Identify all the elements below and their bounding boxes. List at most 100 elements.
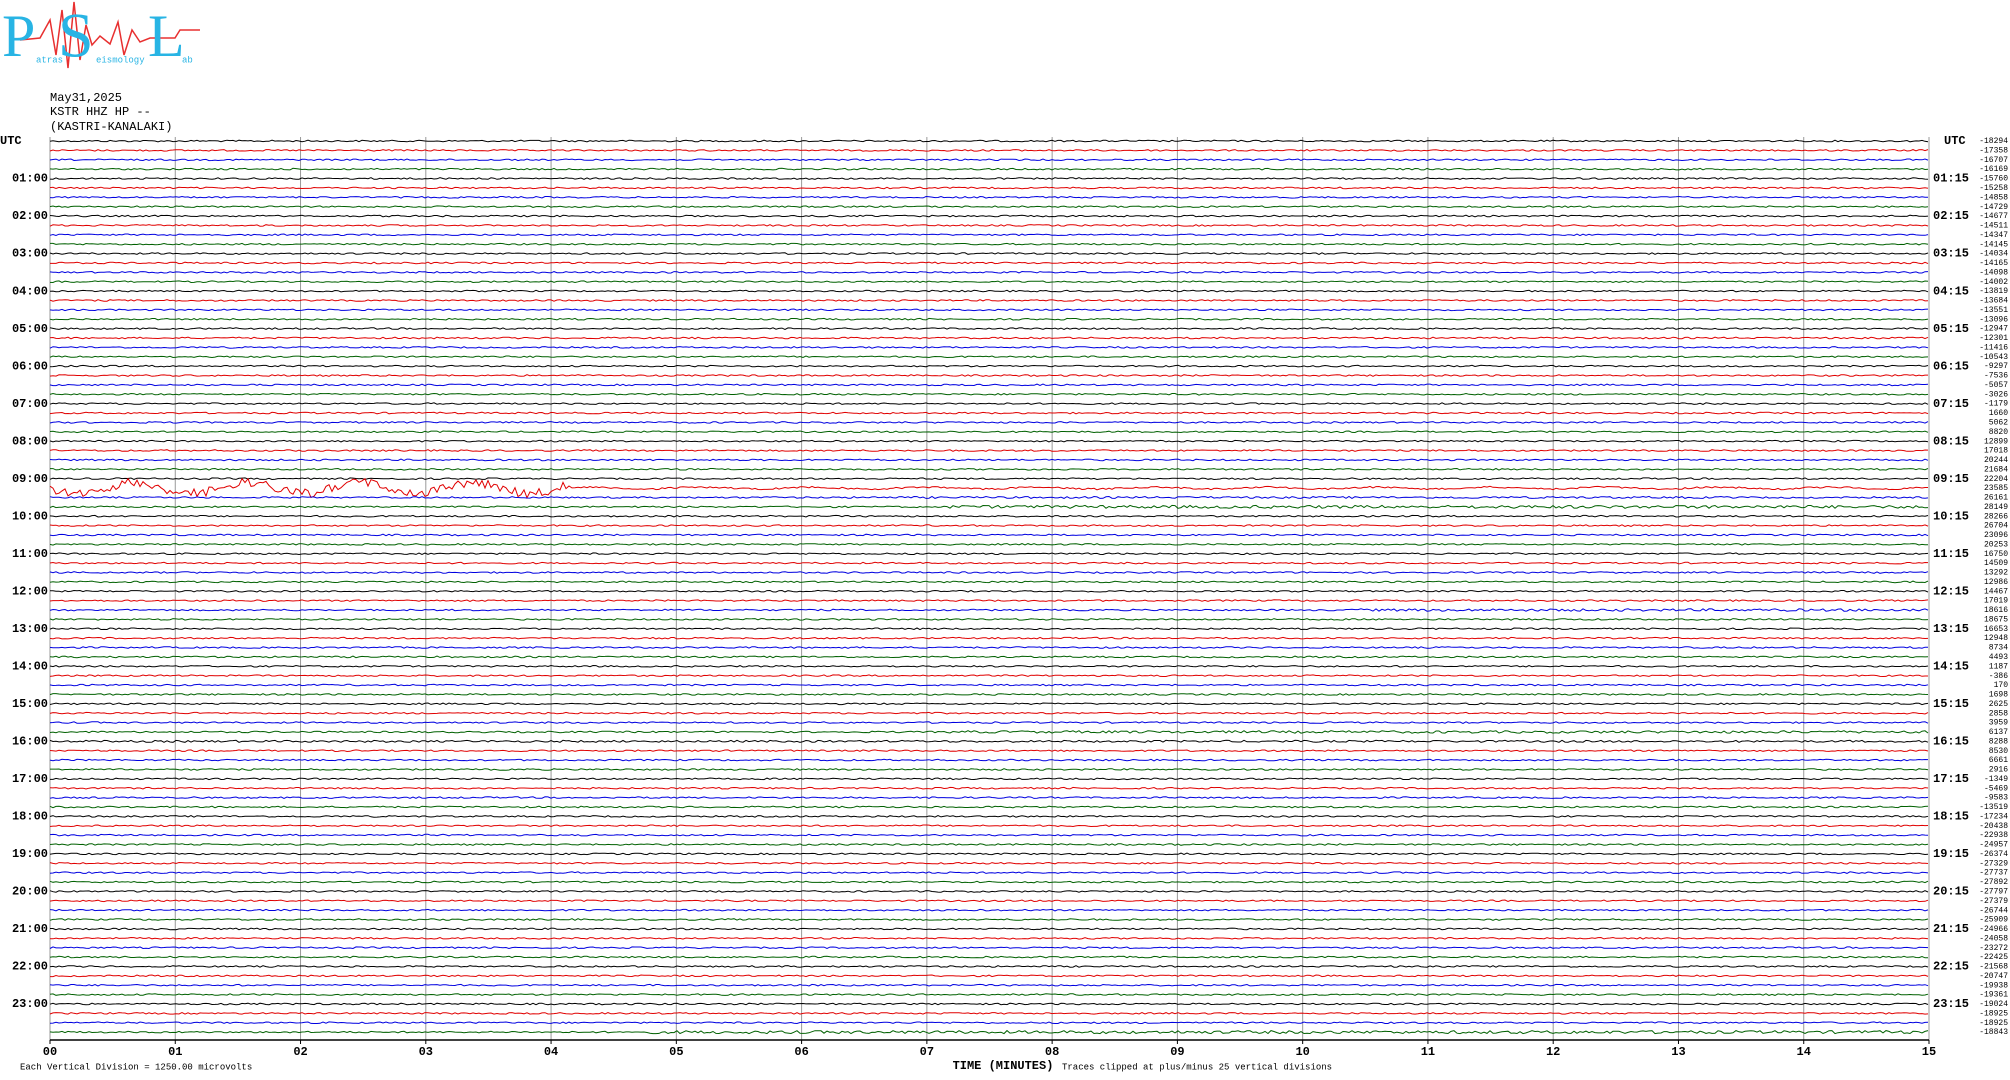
trace (49, 327, 1929, 330)
offset-value: 14509 (1984, 559, 2008, 568)
trace (49, 374, 1928, 377)
trace (49, 871, 1929, 874)
offset-value: -16707 (1979, 156, 2008, 165)
offset-value: 12986 (1984, 578, 2008, 587)
offset-value: -24058 (1979, 934, 2008, 943)
hour-label-right: 21:15 (1933, 922, 1969, 936)
logo-wave (19, 1, 200, 69)
trace (49, 233, 1929, 237)
offset-value: 13292 (1984, 569, 2008, 578)
trace (49, 627, 1929, 631)
trace (49, 477, 1929, 481)
trace (50, 936, 1929, 940)
hour-label-right: 19:15 (1933, 847, 1969, 861)
hour-label: 17:00 (12, 772, 48, 786)
offset-value: -12301 (1979, 334, 2008, 343)
trace (49, 139, 1929, 143)
trace (49, 1021, 1929, 1025)
offset-value: -12947 (1979, 325, 2008, 334)
offset-value: -18925 (1979, 1019, 2008, 1028)
offset-value: 26161 (1984, 494, 2008, 503)
trace (49, 495, 1929, 499)
offset-value: 16750 (1984, 550, 2008, 559)
hour-label: 22:00 (12, 960, 48, 974)
offset-value: -9583 (1984, 794, 2008, 803)
offset-value: -14347 (1979, 231, 2008, 240)
trace (49, 608, 1929, 612)
offset-value: -13684 (1979, 297, 2008, 306)
offset-value: -27797 (1979, 888, 2008, 897)
hour-label-right: 22:15 (1933, 960, 1969, 974)
trace (49, 252, 1929, 255)
trace (49, 824, 1929, 828)
offset-value: 12899 (1984, 437, 2008, 446)
offset-value: 2625 (1989, 700, 2008, 709)
logo-letter: L (148, 3, 185, 69)
offset-value: -18843 (1979, 1028, 2008, 1037)
offset-value: -19938 (1979, 981, 2008, 990)
trace (49, 542, 1929, 546)
trace (49, 721, 1929, 724)
trace (49, 646, 1928, 649)
hour-label-right: 07:15 (1933, 397, 1969, 411)
offset-value: -5469 (1984, 784, 2008, 793)
offset-value: -15760 (1979, 175, 2008, 184)
offset-value: -26744 (1979, 906, 2008, 915)
offset-value: 3959 (1989, 719, 2008, 728)
hour-label: 21:00 (12, 922, 48, 936)
hour-label: 06:00 (12, 359, 48, 373)
hour-label-right: UTC (1944, 134, 1966, 148)
offset-value: -18925 (1979, 1009, 2008, 1018)
trace (49, 1002, 1929, 1006)
offset-value: -23272 (1979, 944, 2008, 953)
hour-label: 09:00 (12, 472, 48, 486)
hour-label: 20:00 (12, 885, 48, 899)
hour-label-right: 06:15 (1933, 359, 1969, 373)
hour-label-right: 03:15 (1933, 247, 1969, 261)
trace (49, 899, 1929, 903)
trace (49, 843, 1929, 846)
trace (49, 524, 1929, 527)
hour-label-right: 10:15 (1933, 509, 1969, 523)
offset-value: 17018 (1984, 447, 2008, 456)
offset-value: -14002 (1979, 278, 2008, 287)
trace (50, 768, 1929, 771)
hour-label: 05:00 (12, 322, 48, 336)
trace (49, 852, 1929, 856)
trace (49, 955, 1928, 959)
offset-value: 170 (1994, 681, 2009, 690)
logo-word: atras (36, 55, 63, 65)
hour-label-right: 05:15 (1933, 322, 1969, 336)
hour-label: 01:00 (12, 172, 48, 186)
trace (49, 383, 1929, 387)
hour-label-right: 15:15 (1933, 697, 1969, 711)
trace (49, 289, 1929, 293)
offset-value: -19361 (1979, 991, 2008, 1000)
trace (49, 636, 1929, 640)
trace (49, 580, 1929, 584)
offset-value: 5062 (1989, 419, 2008, 428)
x-axis-label: TIME (MINUTES) (953, 1059, 1054, 1073)
offset-value: 12948 (1984, 634, 2008, 643)
trace (49, 514, 1929, 518)
offset-value: 21684 (1984, 465, 2008, 474)
offset-value: -19024 (1979, 1000, 2008, 1009)
trace (49, 946, 1929, 950)
offset-value: 26704 (1984, 522, 2008, 531)
trace (49, 796, 1929, 799)
logo-letter: S (58, 0, 94, 71)
hour-label-right: 18:15 (1933, 810, 1969, 824)
x-tick-label: 14 (1797, 1045, 1811, 1059)
trace (49, 711, 1929, 715)
offset-value: 8820 (1989, 428, 2008, 437)
hour-label-right: 12:15 (1933, 584, 1969, 598)
trace (49, 402, 1929, 405)
trace (49, 186, 1929, 190)
trace (49, 449, 1929, 452)
trace (49, 674, 1928, 678)
trace (49, 392, 1929, 396)
offset-value: 22204 (1984, 475, 2008, 484)
offset-value: -27892 (1979, 878, 2008, 887)
hour-label: 12:00 (12, 584, 48, 598)
hour-label-right: 01:15 (1933, 172, 1969, 186)
